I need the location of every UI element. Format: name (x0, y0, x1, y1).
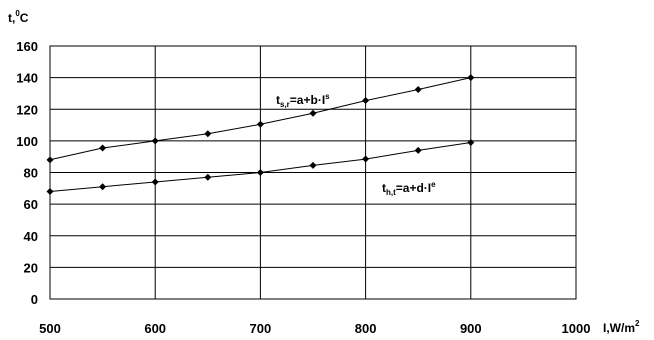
data-point (151, 137, 159, 145)
data-point (309, 161, 317, 169)
x-tick-label: 1000 (562, 321, 591, 336)
y-tick-label: 20 (24, 260, 38, 275)
data-point (362, 155, 370, 163)
y-axis-label: t,0C (8, 9, 29, 25)
series-label-th: th,t=a+d·Ie (382, 180, 436, 197)
plot-frame (49, 45, 577, 300)
y-tick-label: 120 (16, 102, 38, 117)
data-point (204, 173, 212, 181)
data-point (414, 146, 422, 154)
x-tick-label: 900 (460, 321, 482, 336)
x-axis-label: I,W/m2 (603, 319, 640, 335)
x-tick-label: 800 (355, 321, 377, 336)
y-tick-label: 160 (16, 39, 38, 54)
x-tick-label: 600 (144, 321, 166, 336)
data-point (256, 120, 264, 128)
data-point (46, 156, 54, 164)
y-tick-label: 60 (24, 197, 38, 212)
y-tick-label: 100 (16, 134, 38, 149)
data-point (46, 187, 54, 195)
data-point (99, 183, 107, 191)
data-point (99, 144, 107, 152)
data-point (204, 130, 212, 138)
grid-layer (49, 45, 577, 300)
data-point (309, 109, 317, 117)
y-tick-label: 40 (24, 229, 38, 244)
data-point (467, 74, 475, 82)
x-tick-label: 700 (250, 321, 272, 336)
y-tick-label: 0 (31, 292, 38, 307)
x-tick-label: 500 (39, 321, 61, 336)
data-point (414, 85, 422, 93)
series-label-ts: ts,r=a+b·Is (276, 92, 330, 109)
y-tick-label: 140 (16, 71, 38, 86)
data-point (467, 138, 475, 146)
data-point (362, 97, 370, 105)
series-layer (46, 74, 475, 195)
tick-labels: 0 20 40 60 80 100 120 140 160 500 600 700 800 900 1000 (16, 39, 590, 336)
y-tick-label: 80 (24, 166, 38, 181)
data-point (151, 178, 159, 186)
data-point (256, 169, 264, 176)
